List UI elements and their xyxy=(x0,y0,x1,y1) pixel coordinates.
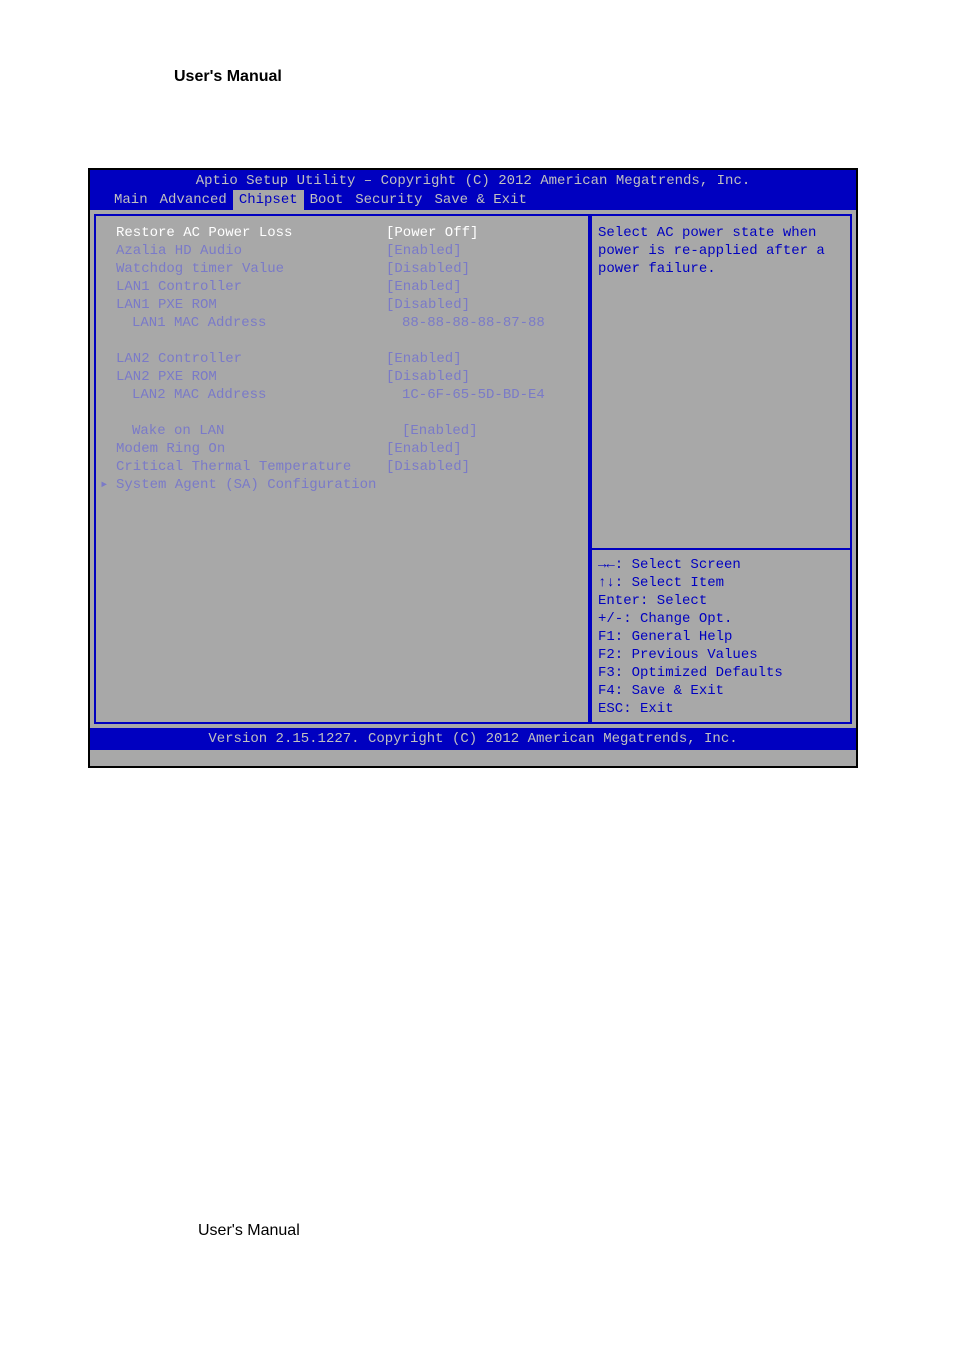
setting-value: 1C-6F-65-5D-BD-E4 xyxy=(402,386,584,404)
setting-row[interactable]: Watchdog timer Value[Disabled] xyxy=(100,260,584,278)
key-legend: →←: Select Screen↑↓: Select ItemEnter: S… xyxy=(598,556,844,718)
setting-label: Critical Thermal Temperature xyxy=(100,458,386,476)
setting-label: LAN2 Controller xyxy=(100,350,386,368)
menu-tab-save-exit[interactable]: Save & Exit xyxy=(428,190,532,210)
setting-row[interactable]: Modem Ring On[Enabled] xyxy=(100,440,584,458)
help-divider xyxy=(592,548,850,550)
bios-window: Aptio Setup Utility – Copyright (C) 2012… xyxy=(90,170,856,766)
setting-row[interactable]: LAN1 PXE ROM[Disabled] xyxy=(100,296,584,314)
setting-value: [Enabled] xyxy=(386,242,584,260)
key-hint: F4: Save & Exit xyxy=(598,682,844,700)
key-hint: F2: Previous Values xyxy=(598,646,844,664)
setting-row[interactable]: LAN2 PXE ROM[Disabled] xyxy=(100,368,584,386)
setting-value: [Enabled] xyxy=(386,350,584,368)
bios-screenshot: Aptio Setup Utility – Copyright (C) 2012… xyxy=(88,168,858,768)
setting-label: LAN2 PXE ROM xyxy=(100,368,386,386)
setting-label: LAN1 PXE ROM xyxy=(100,296,386,314)
setting-label: Modem Ring On xyxy=(100,440,386,458)
menu-tab-security[interactable]: Security xyxy=(349,190,428,210)
setting-value: 88-88-88-88-87-88 xyxy=(402,314,584,332)
setting-row[interactable]: Azalia HD Audio[Enabled] xyxy=(100,242,584,260)
key-hint: Enter: Select xyxy=(598,592,844,610)
setting-row[interactable]: LAN1 MAC Address88-88-88-88-87-88 xyxy=(100,314,584,332)
setting-value xyxy=(386,476,584,494)
setting-label: System Agent (SA) Configuration xyxy=(100,476,386,494)
setting-row[interactable]: Restore AC Power Loss[Power Off] xyxy=(100,224,584,242)
setting-row[interactable]: Wake on LAN[Enabled] xyxy=(100,422,584,440)
setting-label: Azalia HD Audio xyxy=(100,242,386,260)
help-text: Select AC power state whenpower is re-ap… xyxy=(598,224,844,278)
bios-title: Aptio Setup Utility – Copyright (C) 2012… xyxy=(90,170,856,190)
setting-row[interactable]: System Agent (SA) Configuration xyxy=(100,476,584,494)
menu-tab-advanced[interactable]: Advanced xyxy=(154,190,233,210)
bios-footer: Version 2.15.1227. Copyright (C) 2012 Am… xyxy=(90,728,856,750)
page-footer: User's Manual xyxy=(198,1222,300,1240)
setting-value: [Enabled] xyxy=(386,440,584,458)
setting-row[interactable]: LAN2 Controller[Enabled] xyxy=(100,350,584,368)
setting-label: Watchdog timer Value xyxy=(100,260,386,278)
bios-body: Restore AC Power Loss[Power Off]Azalia H… xyxy=(90,210,856,728)
key-hint: F3: Optimized Defaults xyxy=(598,664,844,682)
setting-value: [Enabled] xyxy=(386,278,584,296)
key-hint: +/-: Change Opt. xyxy=(598,610,844,628)
key-hint: ESC: Exit xyxy=(598,700,844,718)
setting-value: [Disabled] xyxy=(386,458,584,476)
setting-label: LAN2 MAC Address xyxy=(100,386,402,404)
setting-row[interactable]: LAN1 Controller[Enabled] xyxy=(100,278,584,296)
setting-label: LAN1 MAC Address xyxy=(100,314,402,332)
spacer xyxy=(598,278,844,548)
setting-label: Wake on LAN xyxy=(100,422,402,440)
setting-label: LAN1 Controller xyxy=(100,278,386,296)
bios-help-panel: Select AC power state whenpower is re-ap… xyxy=(590,214,852,724)
help-line: Select AC power state when xyxy=(598,224,844,242)
menu-tab-chipset[interactable]: Chipset xyxy=(233,190,304,210)
setting-value: [Power Off] xyxy=(386,224,584,242)
setting-value: [Disabled] xyxy=(386,368,584,386)
page-header: User's Manual xyxy=(174,68,282,86)
setting-value: [Disabled] xyxy=(386,260,584,278)
help-line: power is re-applied after a xyxy=(598,242,844,260)
setting-value: [Disabled] xyxy=(386,296,584,314)
bios-menu-bar[interactable]: MainAdvancedChipsetBootSecuritySave & Ex… xyxy=(90,190,856,210)
menu-tab-main[interactable]: Main xyxy=(108,190,154,210)
key-hint: →←: Select Screen xyxy=(598,556,844,574)
blank-row xyxy=(100,332,584,350)
help-line: power failure. xyxy=(598,260,844,278)
setting-value: [Enabled] xyxy=(402,422,584,440)
setting-label: Restore AC Power Loss xyxy=(100,224,386,242)
setting-row[interactable]: LAN2 MAC Address1C-6F-65-5D-BD-E4 xyxy=(100,386,584,404)
key-hint: F1: General Help xyxy=(598,628,844,646)
menu-tab-boot[interactable]: Boot xyxy=(304,190,350,210)
blank-row xyxy=(100,404,584,422)
bios-main-panel[interactable]: Restore AC Power Loss[Power Off]Azalia H… xyxy=(94,214,590,724)
setting-row[interactable]: Critical Thermal Temperature[Disabled] xyxy=(100,458,584,476)
key-hint: ↑↓: Select Item xyxy=(598,574,844,592)
